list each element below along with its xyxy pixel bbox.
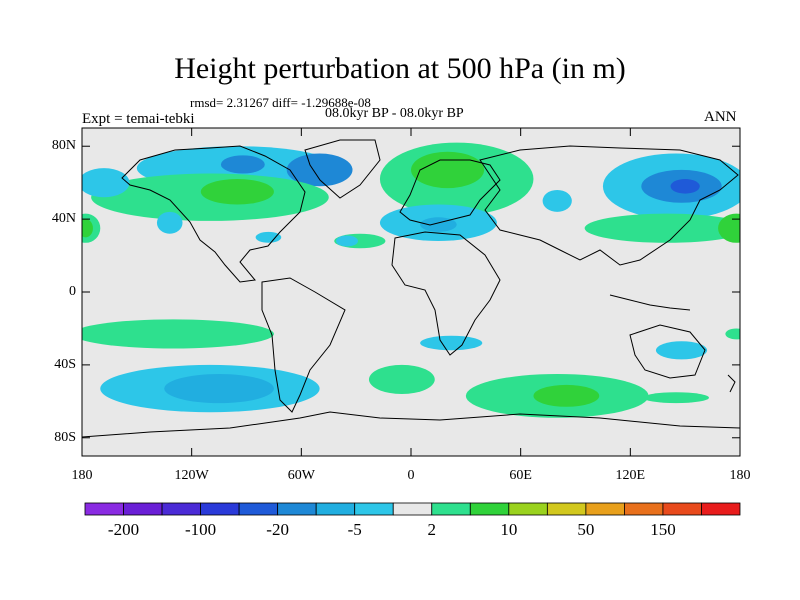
anomaly-region-mid-asia-negative bbox=[542, 189, 572, 212]
anomaly-region-europe-positive-core bbox=[411, 151, 485, 189]
lat-tick-label: 40S bbox=[54, 356, 76, 372]
coastline-south-america bbox=[261, 277, 346, 413]
anomaly-region-asia-negative-inner bbox=[670, 179, 700, 194]
anomaly-region-pacific-west-positive-core bbox=[82, 219, 93, 238]
colorbar-swatch bbox=[354, 502, 394, 516]
colorbar-swatch bbox=[624, 502, 664, 516]
anomaly-region-greenland-negative-core bbox=[286, 153, 353, 187]
colorbar-label: 150 bbox=[650, 520, 676, 539]
colorbar-label: 50 bbox=[577, 520, 595, 539]
colorbar-swatch bbox=[469, 502, 510, 516]
anomaly-region-australia-negative bbox=[655, 341, 708, 360]
lon-tick-label: 120E bbox=[615, 468, 646, 483]
colorbar-label: 2 bbox=[427, 520, 437, 539]
anomaly-region-east-asia-positive-core bbox=[718, 213, 740, 243]
anomaly-region-us-negative bbox=[255, 231, 282, 243]
coastline-greenland bbox=[304, 139, 381, 199]
lon-tick-label: 60E bbox=[509, 468, 532, 483]
colorbar-label: 10 bbox=[500, 520, 518, 539]
coastline-antarctica bbox=[82, 411, 740, 438]
colorbar-swatch bbox=[585, 502, 625, 516]
period-line: 08.0kyr BP - 08.0kyr BP bbox=[325, 106, 464, 121]
coastline-north-america bbox=[121, 145, 306, 283]
coastline-new-zealand bbox=[727, 374, 736, 393]
stats-line: rmsd= 2.31267 diff= -1.29688e-08 bbox=[190, 95, 371, 110]
colorbar-swatch bbox=[662, 502, 702, 516]
coastline-africa bbox=[391, 231, 501, 356]
colorbar-label: -200 bbox=[107, 520, 140, 539]
anomaly-region-south-pacific-positive bbox=[82, 319, 274, 349]
coastline-layer bbox=[82, 139, 740, 438]
colorbar-swatch bbox=[84, 502, 124, 516]
lon-tick-label: 60W bbox=[287, 468, 315, 483]
anomaly-region-canada-negative-core bbox=[220, 155, 265, 174]
anomaly-region-pacific-negative bbox=[156, 211, 183, 234]
colorbar-swatch bbox=[431, 502, 471, 516]
coastline-indonesia bbox=[609, 294, 691, 311]
experiment-label: Expt = temai-tebki bbox=[82, 111, 195, 127]
colorbar-swatch bbox=[508, 502, 548, 516]
anomaly-region-south-africa-negative bbox=[420, 335, 483, 351]
anomaly-region-north-pacific-negative bbox=[82, 168, 130, 198]
anomaly-region-north-america-positive-core bbox=[200, 179, 274, 205]
lon-tick-label: 0 bbox=[407, 468, 415, 483]
colorbar-swatch bbox=[392, 502, 433, 516]
colorbar-label: -20 bbox=[266, 520, 289, 539]
map-title: Height perturbation at 500 hPa (in m) bbox=[174, 52, 626, 85]
anomaly-region-indian-ocean-positive-core bbox=[533, 384, 600, 407]
colorbar-swatch bbox=[315, 502, 356, 516]
colorbar bbox=[84, 502, 741, 516]
anomaly-region-south-pacific-negative-core bbox=[164, 374, 274, 404]
colorbar-swatch bbox=[161, 502, 201, 516]
lat-tick-label: 80N bbox=[51, 138, 76, 154]
coastline-europe bbox=[399, 159, 501, 226]
colorbar-swatch bbox=[238, 502, 279, 516]
lat-tick-label: 0 bbox=[69, 284, 76, 299]
coastline-australia bbox=[629, 324, 706, 379]
lon-tick-label: 120W bbox=[174, 468, 209, 483]
lon-tick-label: 180 bbox=[71, 468, 93, 483]
colorbar-swatch bbox=[200, 502, 240, 516]
anomaly-region-tasman-positive bbox=[643, 392, 709, 404]
colorbar-label: -5 bbox=[347, 520, 362, 539]
colorbar-swatch bbox=[701, 502, 741, 516]
lat-tick-label: 40N bbox=[51, 211, 76, 227]
anomaly-region-east-pacific-positive bbox=[725, 328, 740, 340]
anomaly-region-west-atlantic-negative bbox=[336, 235, 358, 247]
lon-tick-label: 180 bbox=[729, 468, 751, 483]
colorbar-swatch bbox=[123, 502, 163, 516]
colorbar-label: -100 bbox=[184, 520, 217, 539]
anomaly-region-east-asia-positive bbox=[584, 213, 740, 243]
anomaly-region-south-atlantic-positive bbox=[368, 364, 435, 395]
axis-ticks bbox=[81, 128, 741, 456]
season-label: ANN bbox=[704, 109, 737, 125]
coastline-asia bbox=[479, 145, 739, 266]
colorbar-swatch bbox=[277, 502, 317, 516]
colorbar-swatch bbox=[546, 502, 587, 516]
lat-tick-label: 80S bbox=[54, 429, 76, 445]
